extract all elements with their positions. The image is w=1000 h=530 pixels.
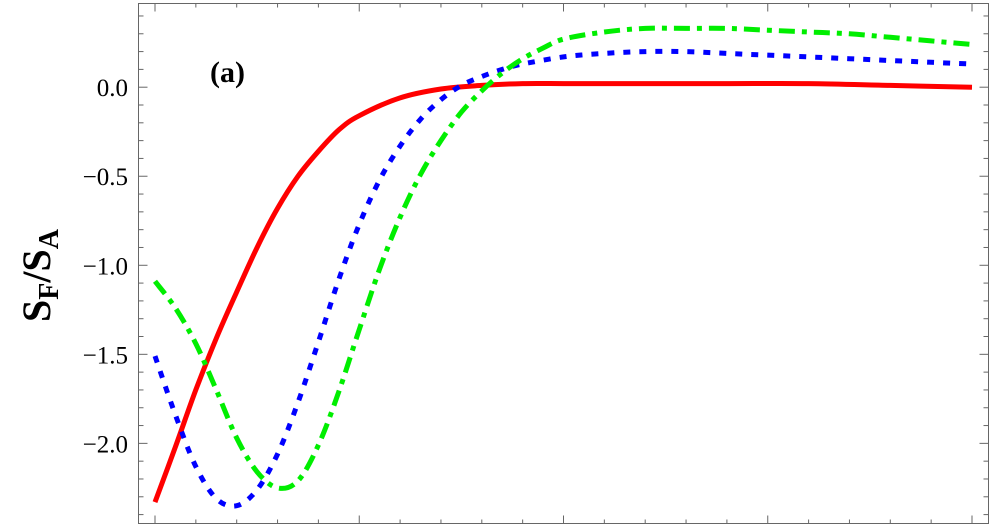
y-label-sub2: A [34,228,65,249]
y-label-s1: S [14,300,59,322]
x-axis-ticks [154,3,973,524]
y-axis-label: SF/SA [14,228,65,322]
y-tick-label: 0.0 [97,75,128,102]
y-tick-label: −1.0 [83,253,128,280]
y-label-s2: S [14,249,59,271]
y-label-sub1: F [34,283,65,300]
y-tick-label: −0.5 [83,164,128,191]
y-label-slash: / [14,271,59,284]
panel-label: (a) [210,56,245,89]
y-tick-label: −2.0 [83,431,128,458]
series-line-1 [152,80,973,503]
y-tick-label: −1.5 [83,342,128,369]
series-line-2 [152,48,973,509]
y-axis-ticks: 0.0 −0.5 −1.0 −1.5 −2.0 [83,15,989,516]
series-line-3 [153,25,973,491]
series-layer [152,25,973,509]
